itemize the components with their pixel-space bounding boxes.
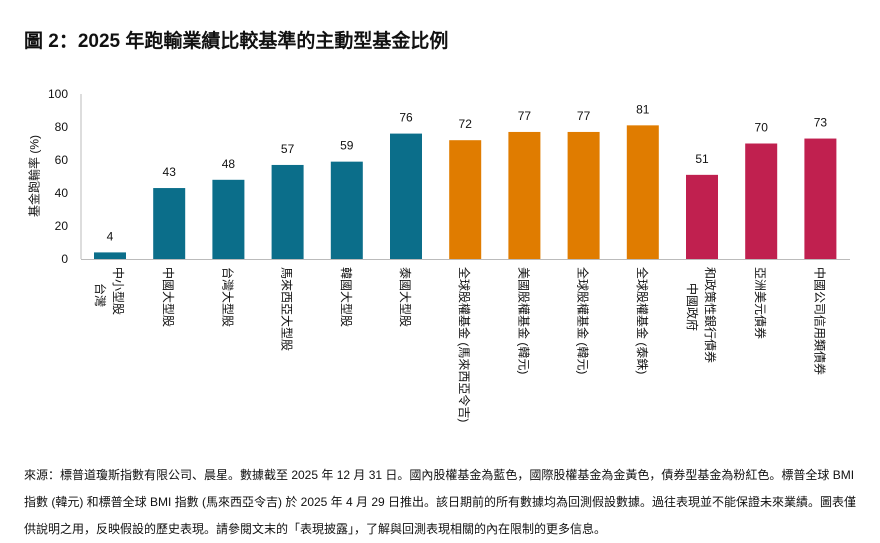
x-tick-label-line: 美國股權基金 (韓元): [516, 267, 531, 375]
y-tick-label: 60: [55, 153, 69, 167]
bar: [330, 161, 363, 259]
bar: [508, 131, 541, 259]
x-tick-label: 全球股權基金 (韓元): [575, 267, 591, 374]
y-tick-label: 20: [55, 219, 69, 233]
x-tick-label-line: 全球股權基金 (泰銖): [634, 267, 649, 375]
bar: [567, 131, 600, 259]
x-tick-label-line: 泰國大型股: [398, 267, 412, 328]
x-tick-label-line: 中國政府: [685, 283, 699, 332]
x-tick-label-line: 馬來西亞大型股: [279, 267, 294, 352]
x-tick-label-line: 中國公司信用類債券: [812, 267, 827, 376]
x-tick-label-line: 台灣大型股: [220, 267, 235, 328]
y-tick-label: 40: [55, 186, 69, 200]
data-label: 4: [107, 229, 114, 243]
x-tick-label: 亞洲美元債券: [752, 267, 768, 339]
x-tick-label: 韓國大型股: [338, 267, 354, 327]
data-label: 57: [281, 142, 295, 156]
x-tick-label-line: 亞洲美元債券: [753, 267, 768, 340]
y-tick-label: 80: [55, 120, 69, 134]
data-label: 51: [695, 152, 709, 166]
bar: [153, 188, 186, 259]
x-tick-label-line: 韓國大型股: [338, 267, 353, 328]
bar: [626, 125, 659, 259]
bar-chart: 0 20 40 60 80 100 4 43 48 57 59 76 72 77 77 81 51 70 73: [48, 87, 850, 266]
data-label: 59: [340, 139, 354, 153]
bar: [271, 164, 304, 259]
x-tick-label: 全球股權基金 (馬來西亞令吉): [456, 267, 472, 422]
x-tick-label-line: 全球股權基金 (馬來西亞令吉): [457, 267, 472, 423]
x-tick-label: 中國政府 和政策性銀行債券: [684, 267, 718, 363]
y-axis-label: 基金跑輸率 (%): [27, 135, 42, 217]
bar: [804, 138, 837, 259]
data-label: 48: [222, 157, 236, 171]
bar: [745, 143, 778, 259]
x-tick-label-line: 中國大型股: [161, 267, 176, 328]
bar: [390, 133, 422, 259]
data-label: 43: [163, 165, 177, 179]
x-tick-label: 全球股權基金 (泰銖): [634, 267, 650, 374]
data-label: 73: [814, 116, 828, 130]
x-tick-label: 台灣大型股: [219, 267, 235, 327]
x-tick-label-line: 台灣: [93, 283, 107, 308]
bar: [212, 179, 245, 259]
chart-title: 圖 2：2025 年跑輸業績比較基準的主動型基金比例: [24, 31, 449, 52]
x-tick-label-line: 全球股權基金 (韓元): [575, 267, 590, 375]
data-label: 76: [399, 111, 413, 125]
data-label: 77: [577, 109, 591, 123]
bar: [449, 140, 482, 259]
x-tick-label: 泰國大型股: [397, 267, 413, 327]
data-label: 81: [636, 102, 650, 116]
x-tick-label-line: 和政策性銀行債券: [703, 267, 717, 364]
bar: [94, 252, 126, 259]
x-tick-label: 馬來西亞大型股: [279, 267, 295, 351]
footnote: 來源：標普道瓊斯指數有限公司、晨星。數據截至 2025 年 12 月 31 日。…: [24, 468, 857, 536]
data-label: 77: [518, 109, 532, 123]
y-tick-label: 0: [61, 252, 68, 266]
x-tick-label: 中國大型股: [160, 267, 176, 327]
x-tick-label: 台灣 中小型股: [92, 267, 126, 315]
bar: [686, 174, 718, 259]
data-label: 72: [459, 117, 473, 131]
x-tick-label: 美國股權基金 (韓元): [515, 267, 531, 374]
x-tick-label: 中國公司信用類債券: [811, 267, 827, 375]
x-tick-label-line: 中小型股: [111, 267, 125, 316]
y-tick-label: 100: [48, 87, 68, 101]
data-label: 70: [755, 121, 769, 135]
